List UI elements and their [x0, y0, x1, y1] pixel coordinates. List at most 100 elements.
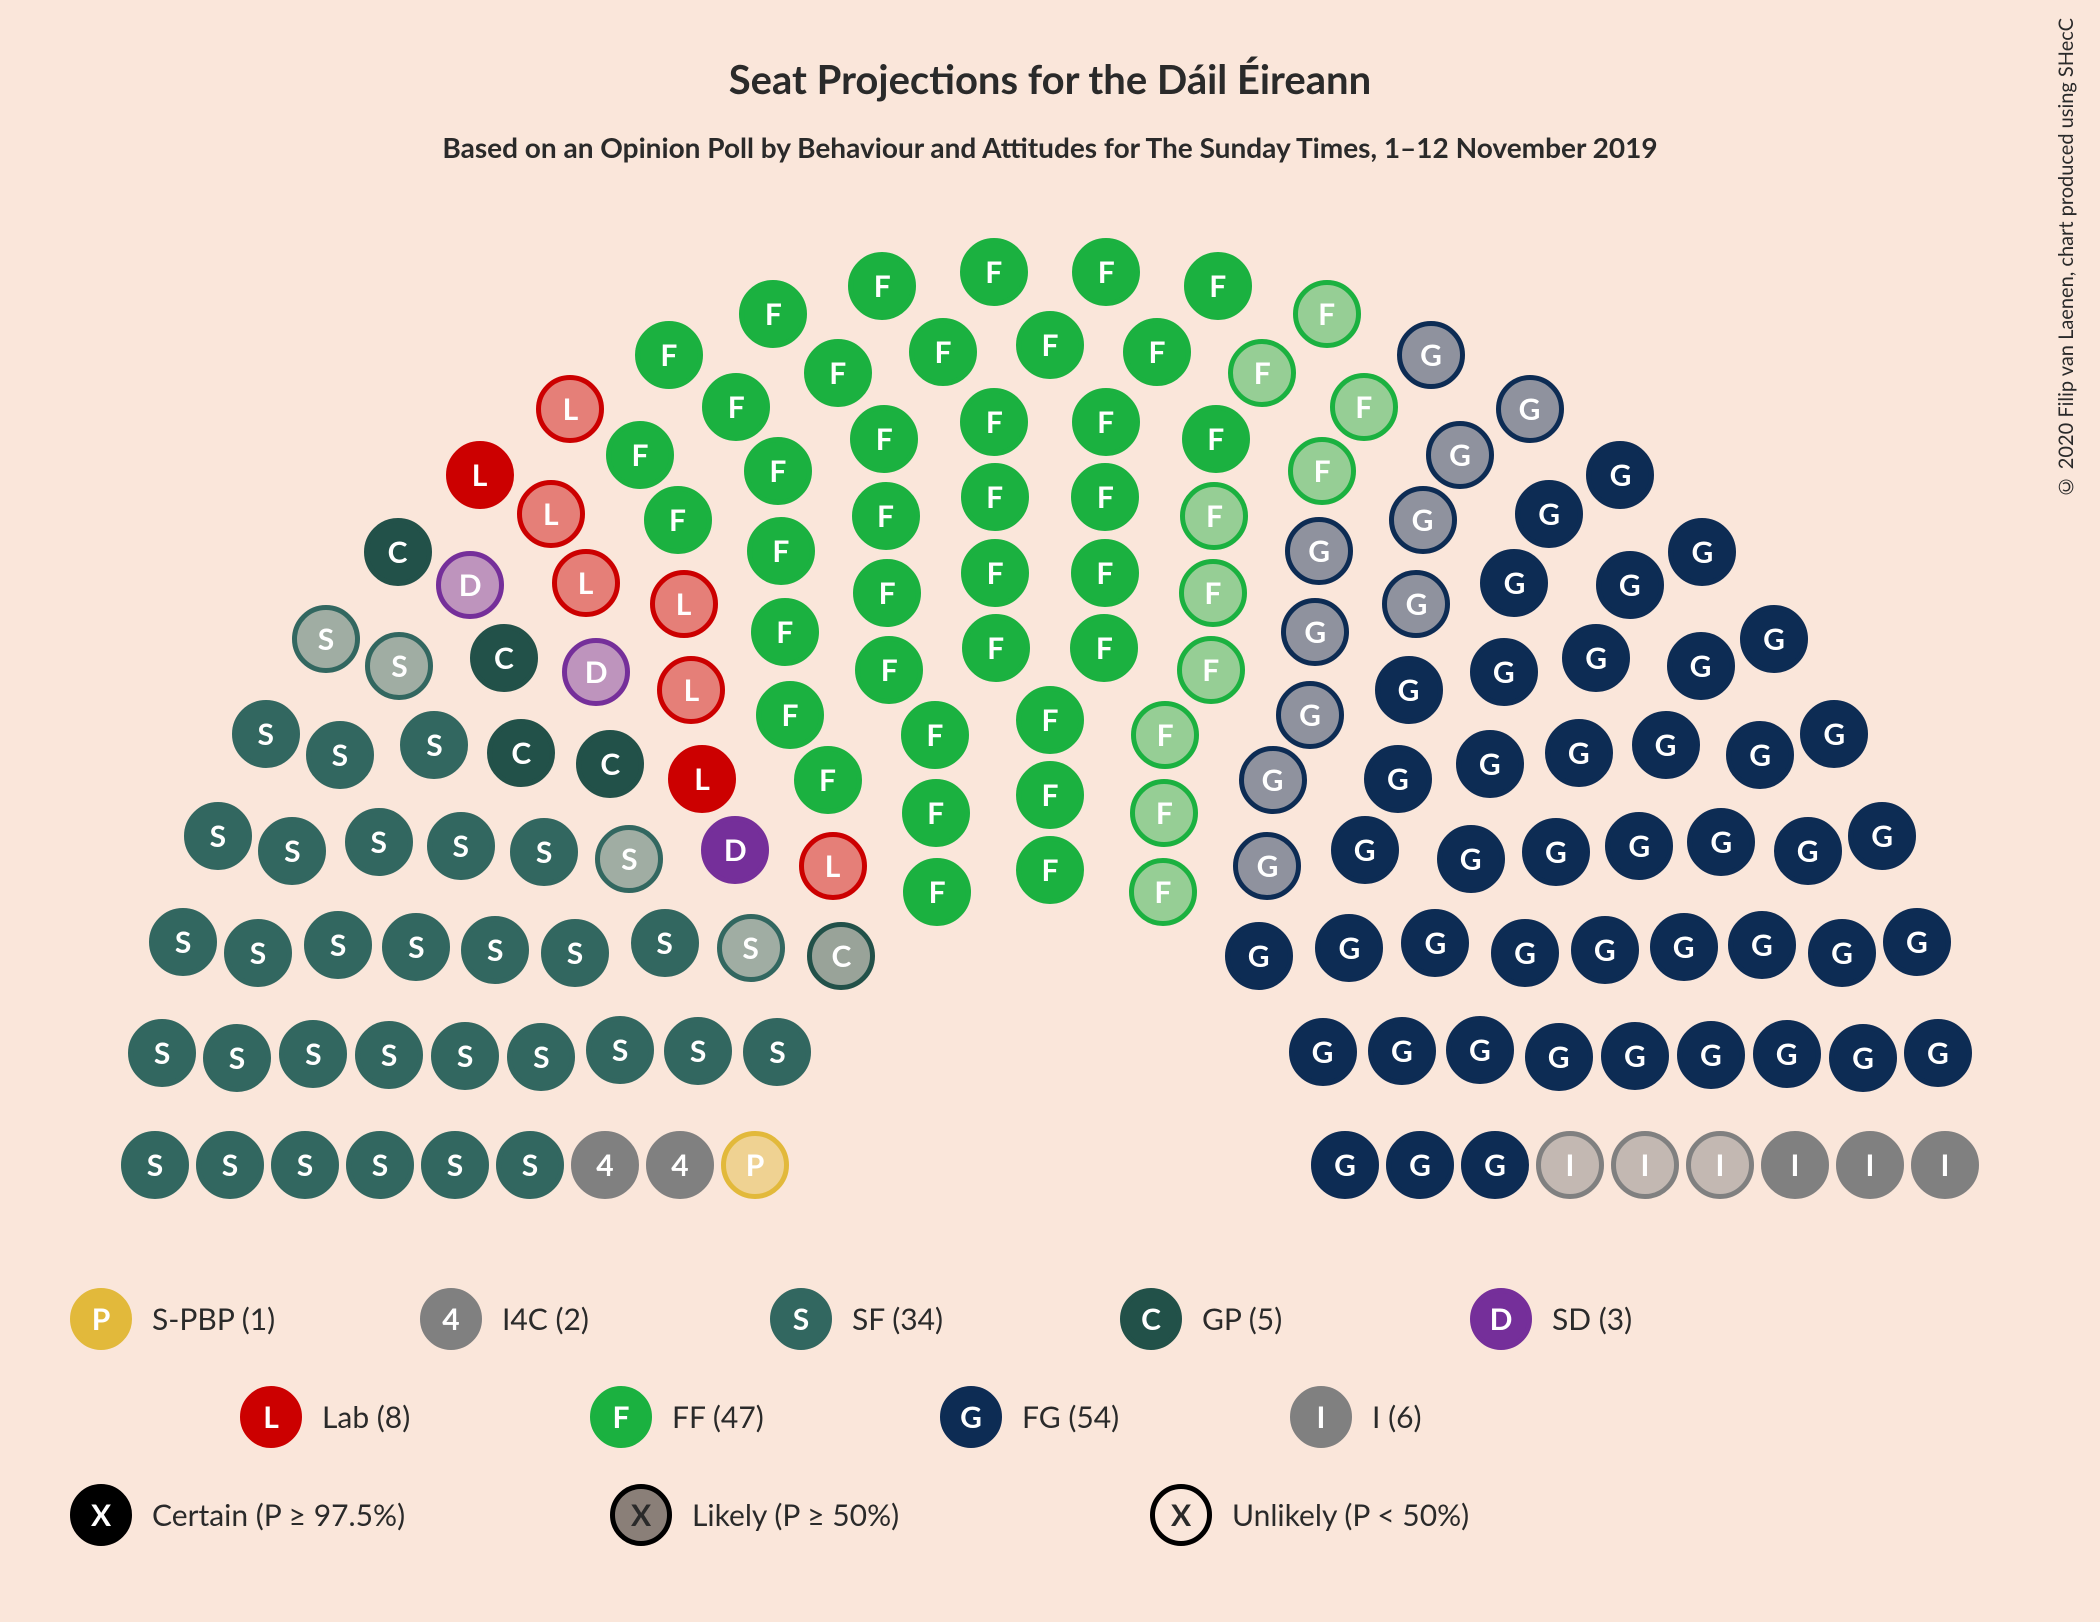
seat: F	[902, 779, 970, 847]
legend-item: CGP (5)	[1120, 1288, 1410, 1350]
seat: F	[1123, 318, 1191, 386]
seat: G	[1687, 808, 1755, 876]
seat: G	[1515, 480, 1583, 548]
legend-swatch: D	[1470, 1288, 1532, 1350]
seat: S	[196, 1131, 264, 1199]
seat: G	[1289, 1018, 1357, 1086]
credit-text: © 2020 Filip van Laenen, chart produced …	[2054, 18, 2078, 498]
seat: G	[1496, 375, 1564, 443]
seat: S	[345, 808, 413, 876]
seat: G	[1545, 719, 1613, 787]
seat: G	[1375, 656, 1443, 724]
legend-swatch: S	[770, 1288, 832, 1350]
seat: G	[1650, 913, 1718, 981]
seat: F	[961, 463, 1029, 531]
seat: G	[1480, 549, 1548, 617]
seat: G	[1225, 922, 1293, 990]
chart-subtitle: Based on an Opinion Poll by Behaviour an…	[0, 130, 2100, 164]
seat: L	[799, 832, 867, 900]
seat: G	[1667, 632, 1735, 700]
seat: S	[365, 632, 433, 700]
seat: S	[149, 908, 217, 976]
seat: F	[1180, 482, 1248, 550]
seat: F	[1182, 405, 1250, 473]
legend-row-parties-1: PS-PBP (1)4I4C (2)SSF (34)CGP (5)DSD (3)	[70, 1288, 2030, 1350]
legend-certainty-swatch: X	[70, 1484, 132, 1546]
seat: S	[507, 1023, 575, 1091]
seat: G	[1461, 1131, 1529, 1199]
legend-swatch: P	[70, 1288, 132, 1350]
seat: F	[903, 858, 971, 926]
seat: G	[1562, 624, 1630, 692]
seat: S	[346, 1131, 414, 1199]
seat: G	[1456, 730, 1524, 798]
seat: S	[232, 700, 300, 768]
seat: F	[1184, 252, 1252, 320]
seat: G	[1426, 421, 1494, 489]
seat: F	[751, 598, 819, 666]
legend-item: GFG (54)	[940, 1386, 1230, 1448]
seat: S	[128, 1019, 196, 1087]
seat: L	[650, 570, 718, 638]
seat: S	[258, 817, 326, 885]
seat: I	[1761, 1131, 1829, 1199]
seat: G	[1800, 700, 1868, 768]
seat: F	[1016, 686, 1084, 754]
seat: L	[657, 656, 725, 724]
seat: S	[304, 911, 372, 979]
seat: G	[1605, 812, 1673, 880]
seat: F	[1016, 311, 1084, 379]
seat: F	[1177, 636, 1245, 704]
seat: L	[552, 549, 620, 617]
seat: F	[1179, 559, 1247, 627]
seat: G	[1596, 551, 1664, 619]
legend-row-parties-2: LLab (8)FFF (47)GFG (54)II (6)	[70, 1386, 2030, 1448]
seat: F	[1016, 761, 1084, 829]
seat: G	[1829, 1024, 1897, 1092]
seat: F	[1070, 614, 1138, 682]
seat: G	[1740, 605, 1808, 673]
seat: L	[668, 745, 736, 813]
seat: S	[292, 605, 360, 673]
seat: S	[271, 1131, 339, 1199]
seat: S	[184, 802, 252, 870]
seat: F	[702, 373, 770, 441]
seat: G	[1368, 1017, 1436, 1085]
seat: S	[306, 721, 374, 789]
seat: S	[631, 909, 699, 977]
seat: F	[852, 482, 920, 550]
seat: F	[848, 252, 916, 320]
seat: G	[1632, 711, 1700, 779]
hemicycle-chart: P44SSSSSSSSSSSSSSSSSSSSSSSSSSSSSSSSSSCCC…	[120, 220, 1980, 1140]
seat: F	[794, 746, 862, 814]
legend-certainty-swatch: X	[1150, 1484, 1212, 1546]
seat: G	[1437, 825, 1505, 893]
seat: G	[1491, 919, 1559, 987]
seat: G	[1382, 570, 1450, 638]
legend-row-certainty: XCertain (P ≥ 97.5%)XLikely (P ≥ 50%)XUn…	[70, 1484, 2030, 1546]
seat: F	[739, 280, 807, 348]
legend-certainty-label: Unlikely (P < 50%)	[1232, 1497, 1469, 1533]
seat: F	[901, 701, 969, 769]
seat: F	[1330, 373, 1398, 441]
seat: G	[1726, 721, 1794, 789]
legend-certainty-item: XCertain (P ≥ 97.5%)	[70, 1484, 550, 1546]
legend-swatch: C	[1120, 1288, 1182, 1350]
seat: G	[1233, 832, 1301, 900]
legend-item: D SD (3)	[1470, 1288, 1760, 1350]
seat: S	[541, 919, 609, 987]
seat: P	[721, 1131, 789, 1199]
seat: I	[1611, 1131, 1679, 1199]
seat: S	[421, 1131, 489, 1199]
legend-label: S-PBP (1)	[152, 1301, 275, 1337]
seat: S	[427, 812, 495, 880]
seat: F	[855, 636, 923, 704]
seat: S	[203, 1024, 271, 1092]
seat: F	[1288, 437, 1356, 505]
legend-certainty-item: X Unlikely (P < 50%)	[1150, 1484, 1630, 1546]
seat: G	[1848, 802, 1916, 870]
seat: G	[1586, 441, 1654, 509]
seat: G	[1331, 816, 1399, 884]
legend-label: SD (3)	[1552, 1301, 1632, 1337]
seat: G	[1386, 1131, 1454, 1199]
